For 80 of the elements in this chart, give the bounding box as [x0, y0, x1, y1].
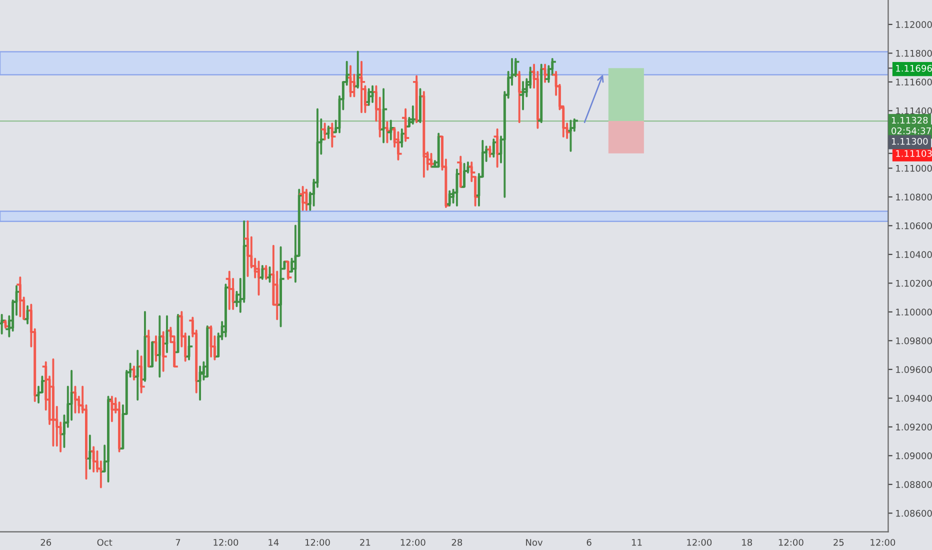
candlestick	[420, 91, 428, 178]
candlestick	[226, 270, 233, 310]
candlestick	[394, 131, 402, 161]
candlestick	[494, 128, 501, 168]
candlestick	[207, 325, 215, 358]
y-tick-label: 1.09000	[896, 452, 932, 460]
x-tick-label: 21	[360, 538, 370, 546]
candlestick	[365, 88, 372, 106]
candlestick	[277, 246, 284, 328]
candlestick	[384, 121, 391, 144]
y-tick-label: 1.09600	[896, 366, 932, 373]
x-tick-label: 12:00	[214, 538, 238, 546]
y-tick-label: 1.09400	[896, 394, 932, 402]
y-tick-label: 1.10400	[896, 251, 932, 258]
x-tick-label: 26	[40, 538, 52, 546]
y-tick-label: 1.09800	[896, 337, 932, 344]
y-tick-label: 1.11800	[896, 50, 932, 57]
y-tick-label: 1.10600	[896, 222, 932, 230]
candlestick	[354, 50, 362, 89]
candlestick	[328, 122, 336, 148]
candlestick	[266, 266, 274, 283]
x-tick-label: 12:00	[305, 538, 330, 546]
text: 02:54:37	[892, 127, 931, 134]
candlestick	[538, 64, 545, 124]
x-tick-label: 25	[834, 538, 844, 546]
candlestick	[86, 434, 94, 470]
candlestick	[138, 356, 145, 394]
y-tick-label: 1.10000	[896, 308, 932, 316]
y-tick-label: 1.10800	[896, 194, 932, 200]
candlestick	[387, 120, 394, 140]
candlestick	[567, 120, 574, 152]
candlestick	[490, 138, 498, 158]
x-tick-label: 11	[632, 539, 642, 546]
candlestick	[409, 105, 416, 125]
candlestick	[222, 284, 230, 338]
y-tick-label: 1.08800	[896, 481, 932, 488]
x-tick-label: Nov	[526, 539, 543, 546]
y-tick-label: 1.10200	[896, 280, 932, 287]
candlestick	[460, 162, 468, 188]
candlestick	[398, 128, 406, 148]
candlestick	[50, 358, 57, 447]
candlestick	[204, 325, 211, 378]
candlestick	[72, 386, 79, 414]
candlestick	[145, 330, 152, 368]
y-tick-label: 1.09200	[896, 424, 932, 430]
ref-line-label: 1.11328	[892, 116, 928, 124]
candlestick	[134, 350, 142, 401]
y-tick-label: 1.08600	[896, 510, 932, 517]
x-tick-label: 12:00	[687, 538, 712, 546]
y-tick-label: 1.11696	[896, 64, 932, 72]
x-tick-label: 18	[742, 538, 752, 546]
y-tick-label: 1.11000	[896, 164, 932, 172]
candlestick	[255, 260, 262, 296]
text: 1.11300	[892, 138, 928, 145]
candlestick	[516, 70, 523, 124]
candlestick	[321, 122, 328, 140]
y-tick-label: 1.11400	[896, 107, 932, 114]
candlestick	[428, 152, 435, 168]
candlestick	[244, 220, 252, 277]
candlestick	[368, 85, 376, 104]
candlestick	[148, 341, 156, 368]
candlestick	[416, 88, 424, 124]
x-tick-label: 14	[268, 539, 279, 546]
candlestick	[299, 186, 306, 211]
x-tick-label: 12:00	[778, 538, 804, 546]
x-tick-label: 6	[586, 538, 592, 546]
x-tick-label: 12:00	[400, 538, 426, 546]
candlestick	[163, 315, 171, 354]
candlestick	[156, 315, 164, 378]
x-tick-label: 7	[176, 539, 180, 546]
y-tick-label: 1.11103	[896, 150, 932, 157]
x-tick-label: 12:00	[870, 538, 896, 546]
candlestick	[24, 305, 32, 324]
y-tick-label: 1.12000	[896, 21, 932, 28]
candlestick	[160, 331, 167, 372]
candlestick	[104, 396, 112, 483]
x-tick-label: Oct	[97, 538, 112, 546]
x-tick-label: 28	[452, 538, 462, 546]
candlestick	[16, 276, 24, 318]
y-tick-label: 1.11600	[896, 78, 932, 86]
